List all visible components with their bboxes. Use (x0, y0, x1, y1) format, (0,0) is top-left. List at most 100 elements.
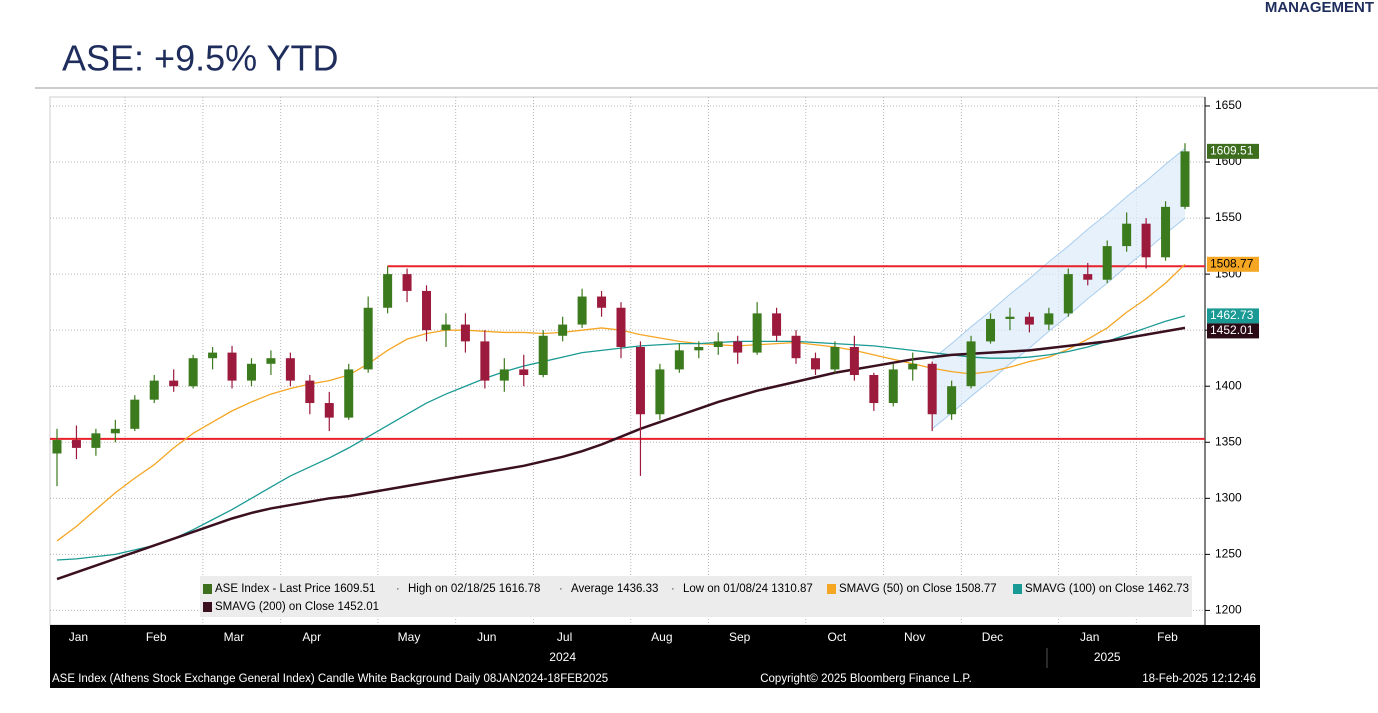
legend-label: Average 1436.33 (571, 583, 658, 595)
candle-body (519, 369, 529, 376)
value-tag (1207, 323, 1259, 339)
legend-label: Low on 01/08/24 1310.87 (683, 583, 813, 595)
candle-body (1161, 206, 1171, 258)
x-tick-label: Apr (302, 630, 321, 644)
year-label: 2025 (1094, 650, 1121, 664)
candle-body (733, 341, 743, 353)
x-tick-label: Nov (904, 630, 925, 644)
candle-body (986, 318, 996, 342)
candle-body (927, 363, 937, 415)
x-tick-label: Feb (1157, 630, 1178, 644)
x-tick-label: Jan (69, 630, 88, 644)
candle-body (869, 375, 879, 404)
legend-label: SMAVG (100) on Close 1462.73 (1025, 583, 1189, 595)
legend-icon: · (671, 583, 675, 595)
candle-body (1102, 246, 1112, 280)
legend-swatch (203, 602, 212, 612)
candle-body (499, 369, 509, 381)
candle-body (713, 341, 723, 347)
candle-body (888, 369, 898, 404)
candle-body (480, 341, 490, 381)
candle-body (422, 290, 432, 331)
value-tag (1207, 256, 1259, 272)
candle-body (285, 358, 295, 381)
x-tick-label: Aug (651, 630, 672, 644)
candle-body (1180, 151, 1190, 207)
candle-body (849, 346, 859, 376)
candle-body (383, 274, 393, 308)
candle-body (694, 346, 704, 351)
candle-body (110, 428, 120, 434)
candle-body (635, 346, 645, 415)
channel-line (931, 148, 1186, 360)
x-tick-label: Jun (477, 630, 496, 644)
legend-label: SMAVG (200) on Close 1452.01 (215, 601, 379, 613)
candle-body (130, 399, 140, 429)
y-tick-label: 1550 (1215, 210, 1242, 224)
candle-body (655, 369, 665, 415)
value-tag-label: 1508.77 (1210, 256, 1254, 270)
legend-label: SMAVG (50) on Close 1508.77 (839, 583, 997, 595)
candle-body (402, 274, 412, 291)
candle-body (149, 380, 159, 400)
legend-icon: · (396, 583, 400, 595)
x-tick-label: Mar (224, 630, 245, 644)
candle-body (966, 341, 976, 387)
candle-body (577, 296, 587, 325)
y-tick-label: 1200 (1215, 603, 1242, 617)
candle-body (460, 324, 470, 342)
candle-body (91, 433, 101, 448)
candle-body (208, 352, 218, 359)
footer-right: 18-Feb-2025 12:12:46 (1142, 673, 1256, 685)
brand: MANAGEMENT (1265, 0, 1374, 16)
candle-body (597, 296, 607, 308)
candle-body (441, 324, 451, 331)
value-tag (1207, 143, 1259, 159)
axis-band (50, 625, 1260, 688)
x-tick-label: Dec (982, 630, 1003, 644)
y-tick-label: 1650 (1215, 98, 1242, 112)
candle-body (772, 313, 782, 336)
candle-body (947, 386, 957, 415)
x-tick-label: Jul (557, 630, 572, 644)
legend-swatch (1013, 584, 1022, 594)
candle-body (752, 313, 762, 353)
legend-icon: · (559, 583, 563, 595)
x-tick-label: Feb (146, 630, 167, 644)
candle-body (538, 335, 548, 376)
candle-body (674, 350, 684, 370)
candle-body (1122, 223, 1132, 247)
y-tick-label: 1300 (1215, 490, 1242, 504)
candle-body (1024, 316, 1034, 325)
value-tag-label: 1609.51 (1210, 144, 1254, 158)
candle-body (52, 440, 62, 454)
moving-average-line (56, 326, 1186, 581)
y-tick-label: 1400 (1215, 378, 1242, 392)
footer-center: Copyright© 2025 Bloomberg Finance L.P. (760, 673, 972, 685)
legend-swatch (203, 584, 212, 594)
legend-box (200, 576, 1192, 617)
x-tick-label: Sep (729, 630, 751, 644)
x-tick-label: Jan (1080, 630, 1099, 644)
value-tag-label: 1462.73 (1210, 308, 1254, 322)
x-tick-label: May (398, 630, 421, 644)
candle-body (305, 380, 315, 404)
value-tag (1207, 308, 1259, 324)
candle-body (324, 403, 334, 418)
candle-body (266, 358, 276, 364)
legend-swatch (827, 584, 836, 594)
y-tick-label: 1350 (1215, 434, 1242, 448)
candle-body (558, 324, 568, 336)
candle-body (1044, 313, 1054, 325)
slide-title: ASE: +9.5% YTD (62, 38, 338, 79)
candle-body (616, 307, 626, 347)
candle-body (246, 363, 256, 381)
candle-body (71, 440, 81, 448)
candle-body (169, 380, 179, 387)
candle-body (227, 352, 237, 381)
candle-body (1063, 274, 1073, 314)
candle-body (908, 363, 918, 370)
candle-body (1083, 274, 1093, 280)
